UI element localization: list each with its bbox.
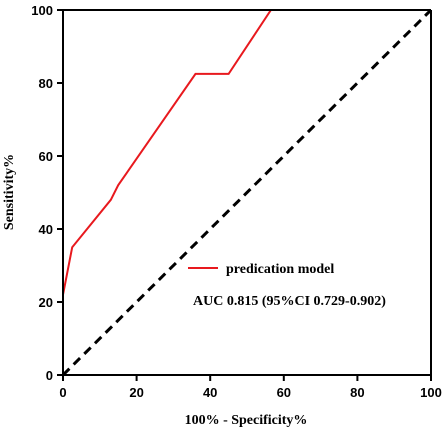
x-tick-label: 0 — [59, 385, 66, 400]
x-tick-label: 60 — [277, 385, 291, 400]
legend: predication model — [188, 262, 334, 277]
auc-annotation: AUC 0.815 (95%CI 0.729-0.902) — [193, 294, 386, 309]
y-tick-label: 40 — [39, 222, 53, 237]
y-tick-label: 20 — [39, 295, 53, 310]
y-axis-title: Sensitivity% — [2, 154, 17, 230]
x-axis-ticks: 0 20 40 60 80 100 — [59, 375, 442, 400]
x-tick-label: 40 — [203, 385, 217, 400]
reference-diagonal-line — [61, 8, 433, 377]
y-tick-label: 0 — [46, 368, 53, 383]
y-tick-label: 100 — [31, 3, 53, 18]
x-axis-title: 100% - Specificity% — [185, 413, 308, 428]
roc-curve-line — [62, 9, 431, 375]
x-tick-label: 20 — [129, 385, 143, 400]
y-tick-label: 80 — [39, 76, 53, 91]
y-tick-label: 60 — [39, 149, 53, 164]
x-tick-label: 100 — [420, 385, 442, 400]
legend-label-predication-model: predication model — [226, 262, 334, 277]
y-axis-ticks: 0 20 40 60 80 100 — [31, 3, 63, 383]
x-tick-label: 80 — [350, 385, 364, 400]
